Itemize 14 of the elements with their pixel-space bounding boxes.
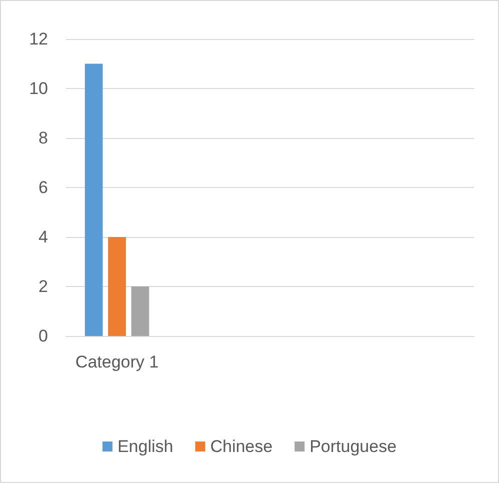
y-tick-label: 8 xyxy=(38,128,48,148)
y-tick-label: 12 xyxy=(29,30,48,48)
y-tick-label: 10 xyxy=(29,79,48,98)
bar xyxy=(131,286,150,336)
y-tick-label: 0 xyxy=(38,326,48,346)
legend-label: Chinese xyxy=(210,437,273,456)
y-tick-label: 2 xyxy=(38,277,48,296)
y-tick-label: 6 xyxy=(38,178,48,197)
legend-label: English xyxy=(117,437,174,456)
y-tick-label: 4 xyxy=(38,228,48,246)
x-tick-label: Category 1 xyxy=(75,352,159,372)
legend-label: Portuguese xyxy=(310,437,397,456)
bar xyxy=(84,64,103,336)
bar xyxy=(108,237,126,336)
